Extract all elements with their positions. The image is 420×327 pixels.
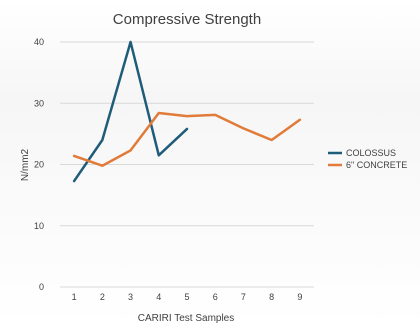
series-line [72,111,302,167]
x-tick-label: 1 [72,292,77,302]
x-tick-label: 5 [184,292,189,302]
legend-label: COLOSSUS [346,148,396,158]
y-tick-label: 0 [39,282,44,292]
x-tick-label: 8 [269,292,274,302]
legend-label: 6" CONCRETE [346,160,407,170]
x-tick-label: 6 [213,292,218,302]
series-line [72,40,189,183]
y-tick-labels: 0 10 20 30 40 [34,37,44,292]
y-tick-label: 40 [34,37,44,47]
y-tick-label: 20 [34,160,44,170]
y-tick-label: 30 [34,98,44,108]
x-tick-label: 7 [241,292,246,302]
x-axis-label: CARIRI Test Samples [138,313,235,324]
x-tick-labels: 1 2 3 4 5 6 7 8 9 [72,292,303,302]
series-lines [72,40,302,183]
legend: COLOSSUS 6" CONCRETE [328,148,407,170]
x-tick-label: 2 [100,292,105,302]
x-tick-label: 3 [128,292,133,302]
x-tick-label: 9 [297,292,302,302]
y-tick-label: 10 [34,221,44,231]
chart-title: Compressive Strength [113,11,261,28]
x-tick-label: 4 [156,292,161,302]
y-axis-label: N/mm2 [20,148,31,181]
